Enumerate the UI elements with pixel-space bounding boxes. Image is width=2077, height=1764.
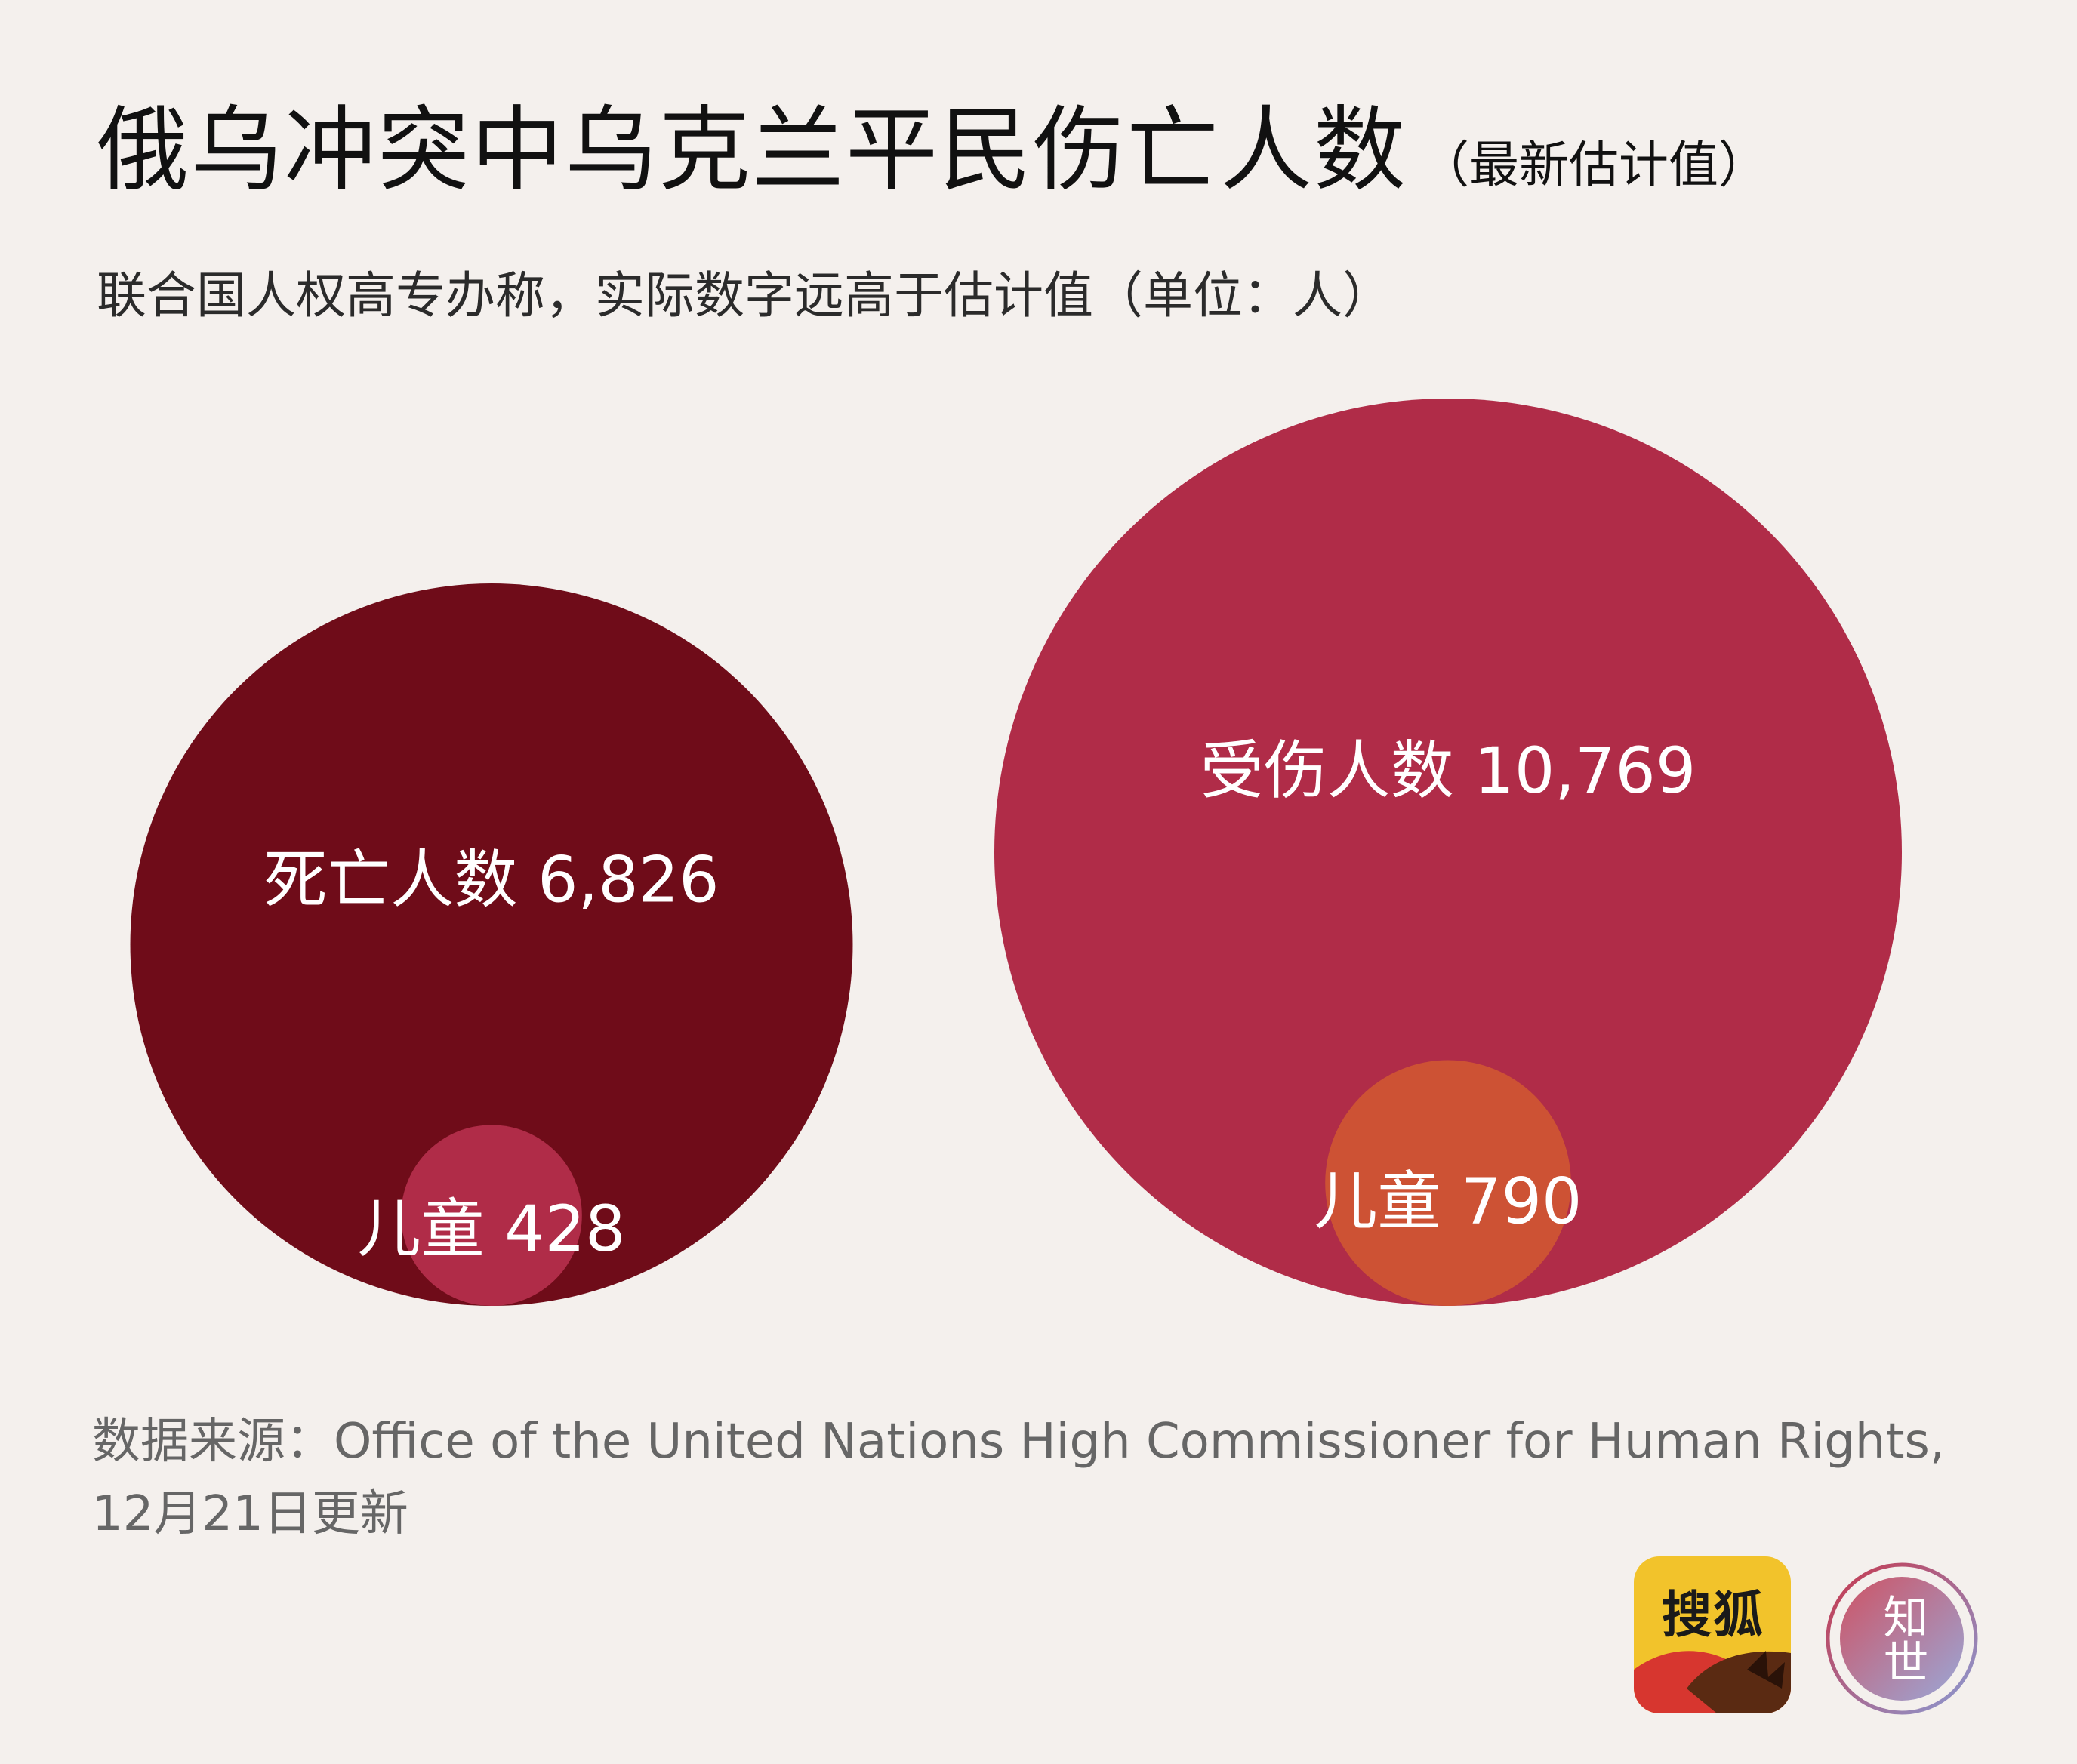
- zhishi-logo-text: 知世: [1875, 1593, 1928, 1684]
- children-injuries-bubble: [1325, 1060, 1571, 1306]
- children-deaths-bubble: [401, 1125, 582, 1306]
- chart-title: 俄乌冲突中乌克兰平民伤亡人数: [97, 97, 1407, 204]
- data-source: 数据来源：Office of the United Nations High C…: [92, 1405, 1995, 1550]
- sohu-logo-text: 搜狐: [1662, 1586, 1764, 1644]
- deaths-bubble: [130, 583, 853, 1306]
- zhishi-ring-icon: [1826, 1562, 1978, 1715]
- chart-title-note: （最新估计值）: [1419, 136, 1768, 194]
- source-line-1: 数据来源：Office of the United Nations High C…: [92, 1414, 1946, 1470]
- title-row: 俄乌冲突中乌克兰平民伤亡人数 （最新估计值）: [97, 75, 2029, 204]
- source-line-2: 12月21日更新: [92, 1486, 408, 1542]
- fox-tail-icon: [1634, 1651, 1791, 1713]
- chart-subtitle: 联合国人权高专办称，实际数字远高于估计值（单位：人）: [97, 266, 1392, 325]
- sohu-logo: 搜狐: [1634, 1556, 1791, 1713]
- children-injuries-label: 儿童 790: [1314, 1165, 1582, 1239]
- injuries-bubble: [994, 399, 1902, 1306]
- zhishi-logo: 知世: [1823, 1559, 1981, 1718]
- deaths-label: 死亡人数 6,826: [263, 842, 719, 916]
- children-deaths-label: 儿童 428: [357, 1192, 625, 1266]
- injuries-label: 受伤人数 10,769: [1200, 734, 1696, 808]
